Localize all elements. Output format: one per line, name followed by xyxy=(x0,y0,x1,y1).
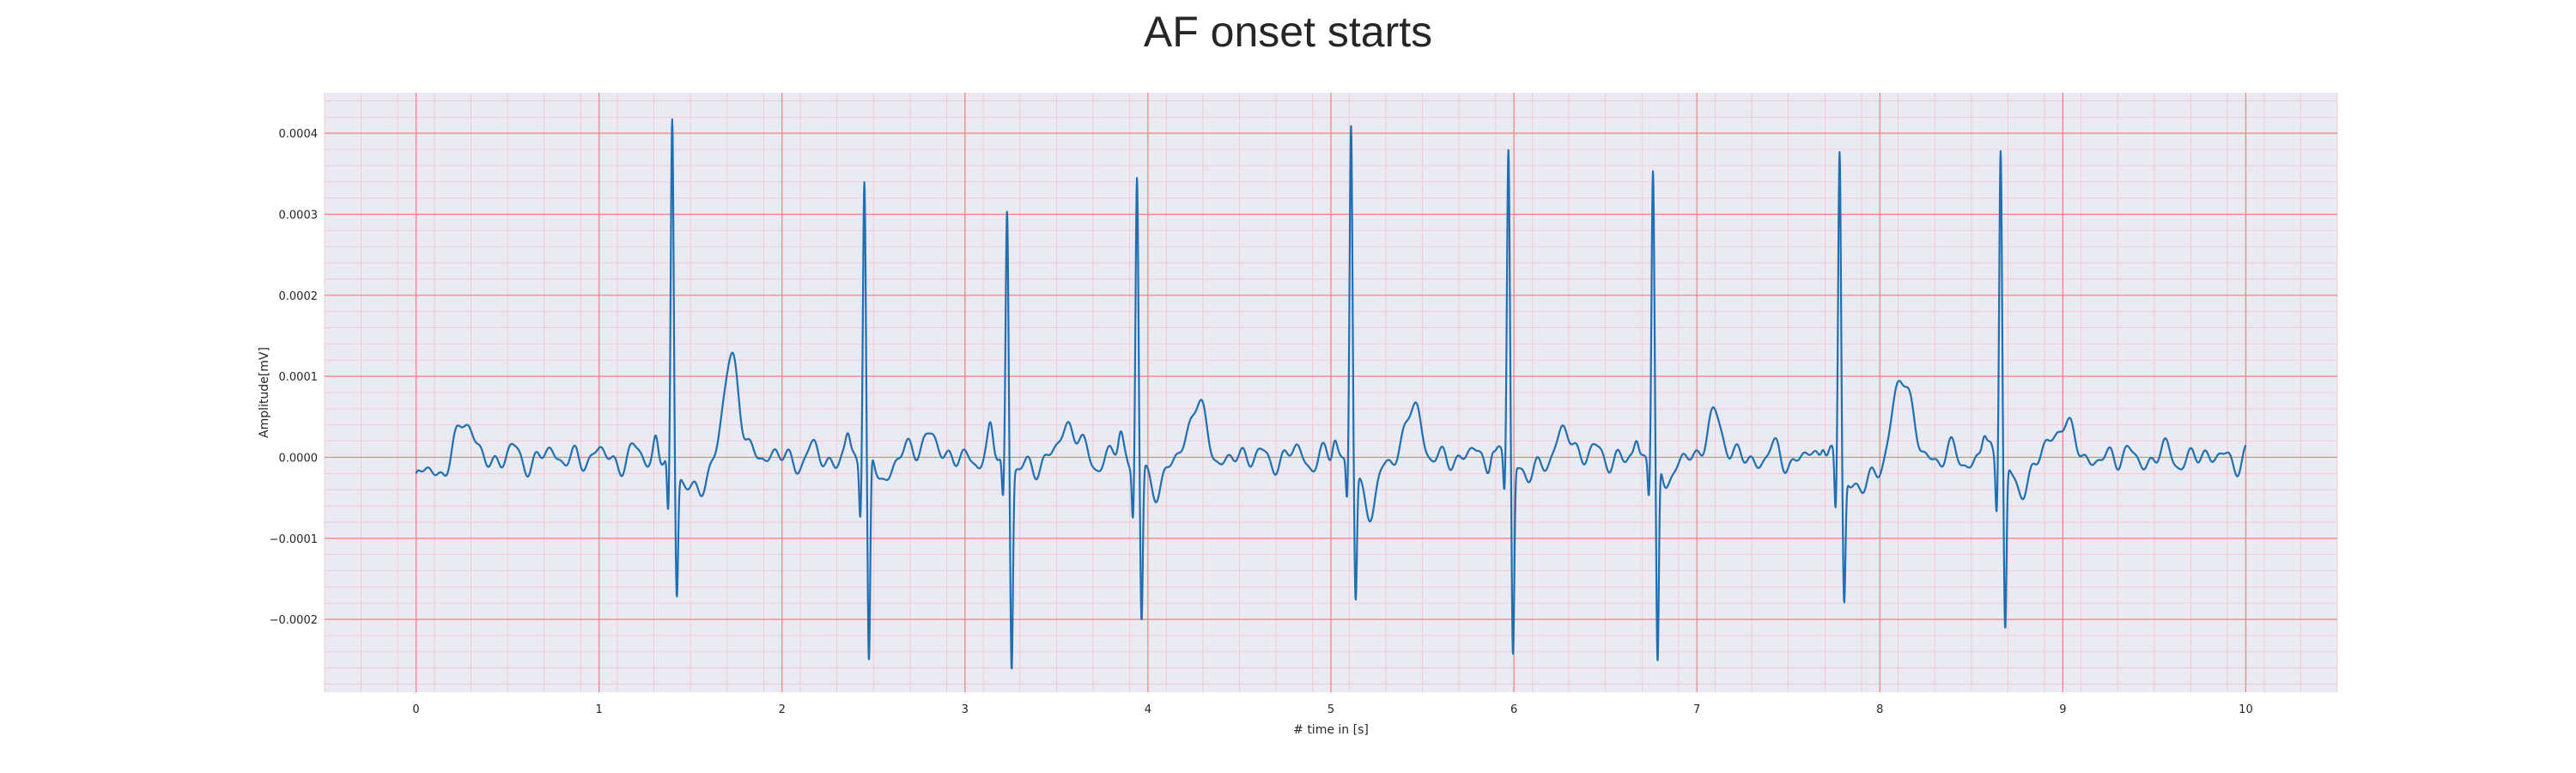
x-tick-label: 4 xyxy=(1145,703,1151,716)
x-tick-label: 7 xyxy=(1693,703,1700,716)
y-tick-label: 0.0004 xyxy=(279,128,319,141)
ecg-series-line xyxy=(415,118,2247,670)
y-tick-label: 0.0002 xyxy=(279,290,319,303)
x-axis-label: # time in [s] xyxy=(1293,723,1369,737)
y-tick-labels: −0.0002 −0.0001 0.0000 0.0001 0.0002 0.0003 0.… xyxy=(270,128,318,627)
y-tick-label: −0.0001 xyxy=(270,533,318,546)
x-tick-label: 8 xyxy=(1876,703,1883,716)
x-tick-label: 0 xyxy=(412,703,419,716)
x-tick-label: 5 xyxy=(1327,703,1334,716)
x-tick-label: 3 xyxy=(962,703,969,716)
y-tick-label: −0.0002 xyxy=(270,614,318,627)
chart-title: AF onset starts xyxy=(1143,8,1433,56)
x-tick-label: 1 xyxy=(595,703,602,716)
y-tick-label: 0.0000 xyxy=(279,452,319,465)
x-tick-label: 2 xyxy=(779,703,786,716)
x-tick-labels: 0 1 2 3 4 5 6 7 8 9 10 xyxy=(412,703,2252,716)
y-tick-label: 0.0003 xyxy=(279,209,319,222)
y-tick-label: 0.0001 xyxy=(279,371,319,384)
x-tick-label: 6 xyxy=(1510,703,1517,716)
y-axis-label: Amplitude[mV] xyxy=(258,347,271,438)
x-tick-label: 9 xyxy=(2059,703,2066,716)
x-tick-label: 10 xyxy=(2239,703,2253,716)
